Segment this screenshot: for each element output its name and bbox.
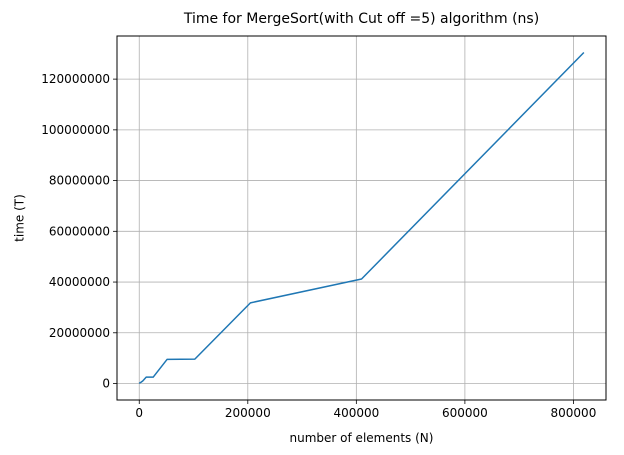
x-tick-label: 200000 xyxy=(225,406,271,420)
chart-title: Time for MergeSort(with Cut off =5) algo… xyxy=(183,11,539,27)
x-axis-ticks: 0 200000 400000 600000 800000 xyxy=(135,400,596,420)
series-layer xyxy=(138,51,585,384)
x-tick-label: 400000 xyxy=(333,406,379,420)
y-tick-label: 80000000 xyxy=(49,174,110,188)
x-tick-label: 600000 xyxy=(442,406,488,420)
y-tick-label: 60000000 xyxy=(49,224,110,238)
x-tick-label: 0 xyxy=(135,406,143,420)
x-tick-label: 800000 xyxy=(551,406,597,420)
y-tick-label: 0 xyxy=(102,377,110,391)
series-line xyxy=(138,51,585,384)
plot-frame xyxy=(116,35,607,401)
grid-lines xyxy=(117,36,606,400)
y-axis-ticks: 0 20000000 40000000 60000000 80000000 1000000… xyxy=(41,72,117,391)
y-tick-label: 120000000 xyxy=(41,72,110,86)
x-axis-label: number of elements (N) xyxy=(290,431,434,445)
y-tick-label: 100000000 xyxy=(41,123,110,137)
y-tick-label: 40000000 xyxy=(49,275,110,289)
y-axis-label: time (T) xyxy=(13,194,27,242)
y-tick-label: 20000000 xyxy=(49,326,110,340)
